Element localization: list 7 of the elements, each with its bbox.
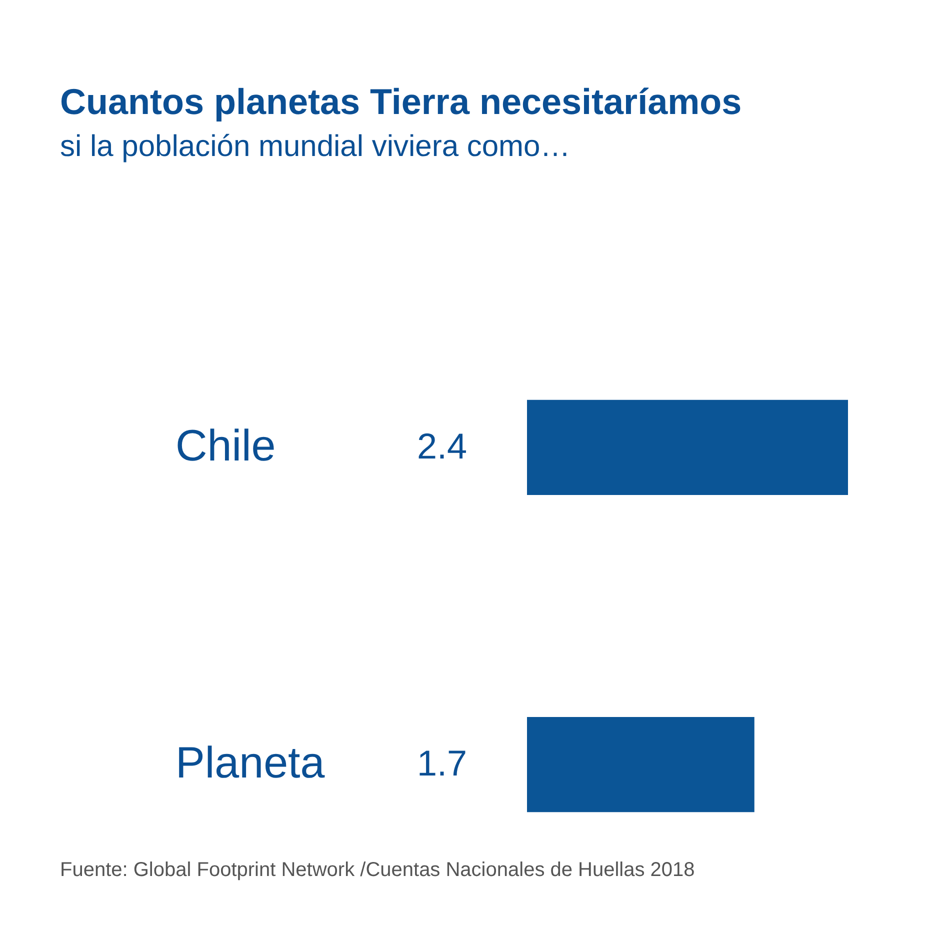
data-label: 2.4 bbox=[416, 425, 467, 466]
chart-title: Cuantos planetas Tierra necesitaríamos bbox=[60, 81, 742, 122]
y-tick-label: Planeta bbox=[176, 738, 326, 788]
data-label: 1.7 bbox=[416, 742, 467, 784]
annotation: Fuente: Global Footprint Network /Cuentas Nacionales de Huellas 2018 bbox=[60, 859, 695, 881]
chart-subtitle: si la población mundial viviera como… bbox=[60, 130, 570, 163]
y-tick-label: Chile bbox=[176, 421, 276, 470]
